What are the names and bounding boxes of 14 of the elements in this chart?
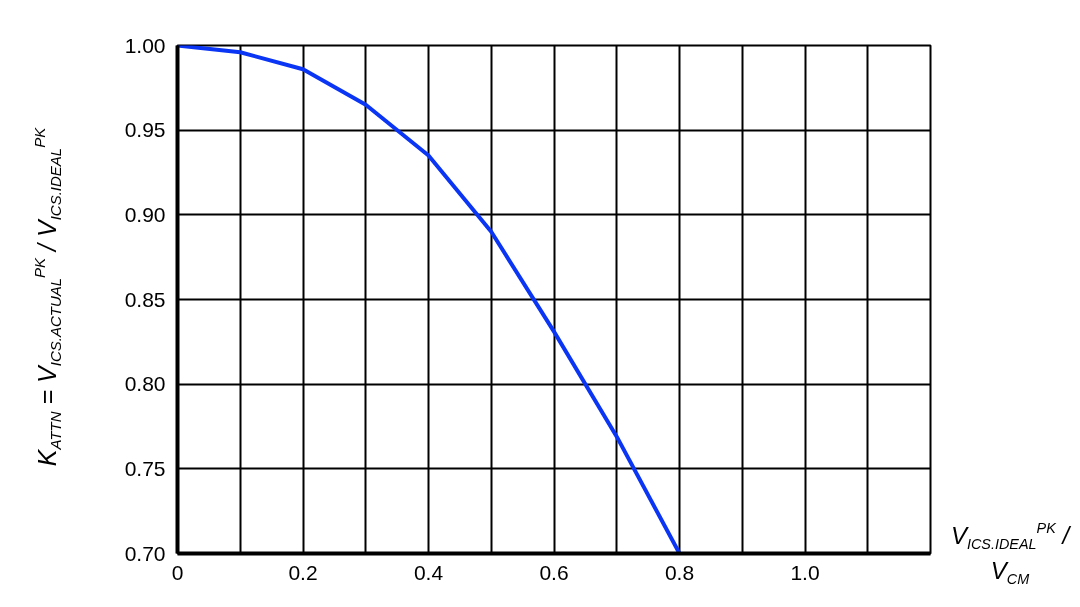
y-tick-label: 0.85 xyxy=(124,287,166,311)
x-tick-label: 0 xyxy=(171,560,184,584)
x-tick-label: 1.0 xyxy=(790,560,820,584)
y-tick-label: 0.70 xyxy=(124,541,166,565)
y-tick-label: 0.95 xyxy=(124,118,166,142)
y-tick-label: 0.80 xyxy=(124,372,166,396)
y-tick-label: 0.75 xyxy=(124,456,166,480)
x-tick-label: 0.4 xyxy=(413,560,444,584)
x-tick-label: 0.8 xyxy=(664,560,695,584)
x-tick-label: 0.6 xyxy=(539,560,569,584)
y-tick-label: 1.00 xyxy=(124,33,166,57)
x-tick-label: 0.2 xyxy=(288,560,318,584)
y-tick-label: 0.90 xyxy=(124,202,166,226)
text: V$_{ICS.IDEAL}$$^{PK}$ / V$_{CM}$ xyxy=(950,520,1070,588)
